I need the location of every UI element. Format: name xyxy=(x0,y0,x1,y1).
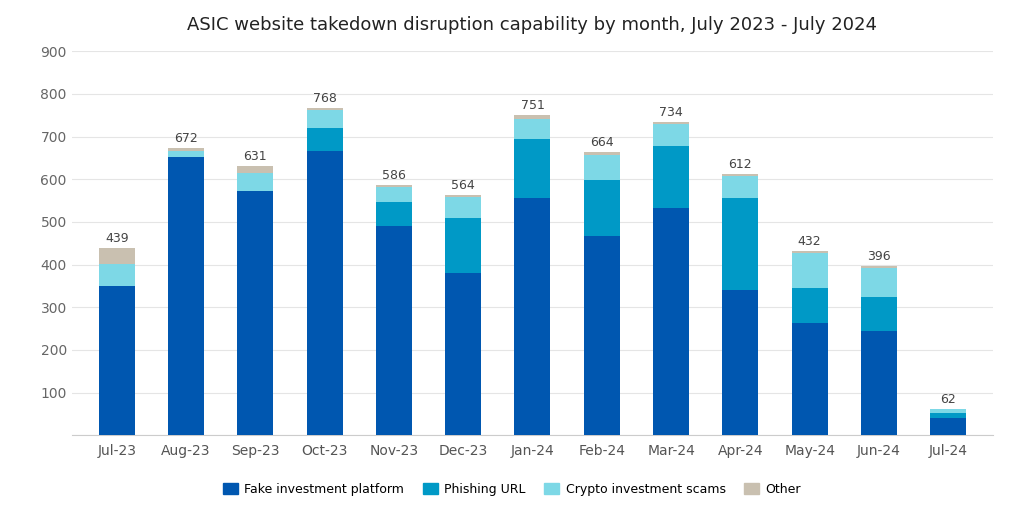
Bar xyxy=(584,152,620,155)
Bar xyxy=(306,128,343,152)
Text: 62: 62 xyxy=(940,393,956,406)
Text: 672: 672 xyxy=(174,133,198,145)
Text: 432: 432 xyxy=(798,235,821,248)
Text: 768: 768 xyxy=(312,92,337,104)
Text: 586: 586 xyxy=(382,169,406,182)
Bar xyxy=(238,173,273,191)
Bar xyxy=(653,208,689,435)
Bar xyxy=(792,252,827,288)
Text: 439: 439 xyxy=(104,232,129,245)
Text: 751: 751 xyxy=(520,99,545,112)
Bar xyxy=(792,324,827,435)
Bar xyxy=(792,288,827,324)
Bar xyxy=(376,226,412,435)
Bar xyxy=(306,110,343,128)
Bar xyxy=(584,236,620,435)
Bar xyxy=(376,202,412,226)
Text: 664: 664 xyxy=(590,136,613,149)
Bar xyxy=(445,218,481,273)
Bar xyxy=(306,152,343,435)
Bar xyxy=(584,181,620,236)
Bar xyxy=(168,148,204,152)
Legend: Fake investment platform, Phishing URL, Crypto investment scams, Other: Fake investment platform, Phishing URL, … xyxy=(218,478,806,501)
Title: ASIC website takedown disruption capability by month, July 2023 - July 2024: ASIC website takedown disruption capabil… xyxy=(187,16,878,34)
Text: 631: 631 xyxy=(244,150,267,163)
Bar xyxy=(653,122,689,124)
Bar xyxy=(445,273,481,435)
Bar xyxy=(722,290,759,435)
Bar xyxy=(445,195,481,197)
Bar xyxy=(930,413,967,418)
Bar xyxy=(238,166,273,173)
Bar xyxy=(306,108,343,110)
Bar xyxy=(653,124,689,146)
Bar xyxy=(98,264,135,286)
Bar xyxy=(445,197,481,218)
Bar xyxy=(722,174,759,176)
Bar xyxy=(514,139,551,198)
Bar xyxy=(98,286,135,435)
Bar xyxy=(376,185,412,187)
Text: 396: 396 xyxy=(867,250,891,263)
Bar xyxy=(861,331,897,435)
Bar xyxy=(168,152,204,157)
Text: 734: 734 xyxy=(659,106,683,119)
Bar xyxy=(861,296,897,331)
Bar xyxy=(98,248,135,264)
Text: 564: 564 xyxy=(452,179,475,191)
Bar xyxy=(722,176,759,198)
Bar xyxy=(722,198,759,290)
Bar xyxy=(376,187,412,202)
Bar xyxy=(584,155,620,181)
Bar xyxy=(861,266,897,268)
Bar xyxy=(930,418,967,435)
Bar xyxy=(168,157,204,435)
Bar xyxy=(930,409,967,413)
Bar xyxy=(514,119,551,139)
Bar xyxy=(514,198,551,435)
Bar xyxy=(653,146,689,208)
Bar xyxy=(792,251,827,252)
Bar xyxy=(861,268,897,296)
Bar xyxy=(238,191,273,435)
Text: 612: 612 xyxy=(728,158,753,171)
Bar xyxy=(514,115,551,119)
